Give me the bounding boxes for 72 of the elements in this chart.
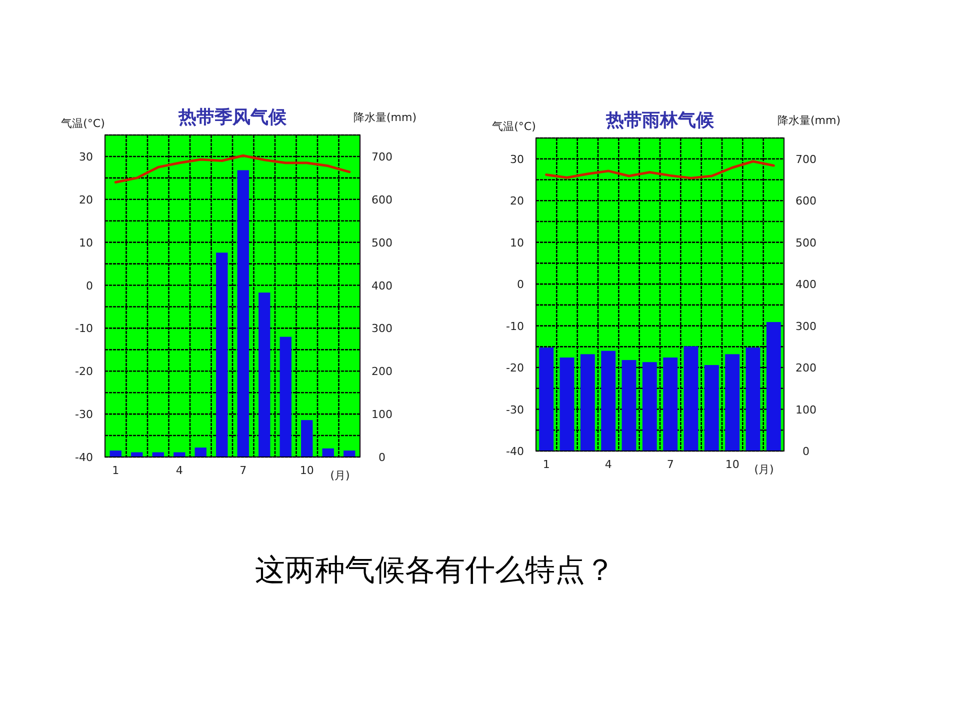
x-tick-label: 7 <box>666 458 674 471</box>
y2-tick-label: 700 <box>372 150 392 164</box>
chart-title: 热带季风气候 <box>178 107 288 128</box>
y2-tick-label: 300 <box>372 322 392 336</box>
bar <box>322 448 334 457</box>
x-tick-label: 1 <box>542 458 550 471</box>
y-tick-label: -40 <box>506 445 524 458</box>
y2-tick-label: 100 <box>372 408 392 422</box>
x-axis-title: (月) <box>754 463 774 476</box>
bar <box>704 365 719 451</box>
y-tick-label: -10 <box>506 320 524 333</box>
x-tick-label: 7 <box>240 464 247 477</box>
y-tick-label: -30 <box>506 403 524 416</box>
y2-axis-title: 降水量(mm) <box>353 111 417 124</box>
bar <box>194 448 206 457</box>
x-tick-label: 4 <box>176 464 183 477</box>
bar <box>766 322 781 451</box>
x-tick-label: 10 <box>300 464 314 477</box>
x-tick-label: 10 <box>725 458 740 471</box>
y-tick-label: 30 <box>510 152 524 166</box>
bar <box>301 420 313 457</box>
y-tick-label: -40 <box>75 451 93 464</box>
bar <box>601 350 616 451</box>
bar <box>539 348 554 451</box>
y2-tick-label: 300 <box>796 320 816 333</box>
bar <box>110 450 122 457</box>
y2-tick-label: 600 <box>796 194 816 208</box>
y2-tick-label: 200 <box>796 362 816 375</box>
y-tick-label: 0 <box>86 279 93 292</box>
x-tick-label: 1 <box>112 464 120 477</box>
y2-axis-title: 降水量(mm) <box>777 114 841 127</box>
y-axis-title: 气温(°C) <box>61 117 105 130</box>
bar <box>344 450 356 457</box>
line-series <box>114 154 351 184</box>
y-tick-label: 0 <box>517 278 524 292</box>
y-tick-label: -20 <box>506 362 524 375</box>
y2-tick-label: 0 <box>378 451 386 464</box>
y-tick-label: -10 <box>75 322 93 336</box>
y-tick-label: 20 <box>79 193 93 206</box>
x-axis-title: (月) <box>330 469 350 482</box>
y-tick-label: 10 <box>510 236 524 250</box>
y2-tick-label: 500 <box>796 236 816 250</box>
y2-tick-label: 100 <box>796 403 816 416</box>
y2-tick-label: 200 <box>372 365 392 378</box>
text: 这两种气候各有什么特点？ <box>255 553 615 588</box>
bar <box>258 292 270 457</box>
y-tick-label: 10 <box>79 236 93 250</box>
bar <box>622 360 636 451</box>
y-tick-label: 30 <box>79 150 93 164</box>
y2-tick-label: 700 <box>796 152 816 166</box>
bar <box>746 348 760 451</box>
bar <box>725 354 740 451</box>
bar <box>216 252 228 457</box>
y-tick-label: -30 <box>75 408 93 422</box>
bar <box>560 358 574 451</box>
y2-tick-label: 400 <box>372 279 392 292</box>
bar <box>663 358 678 451</box>
y-tick-label: -20 <box>75 365 93 378</box>
bar <box>642 362 657 451</box>
y-tick-label: 20 <box>510 194 524 208</box>
y-axis-title: 气温(°C) <box>492 120 536 133</box>
bar <box>237 170 249 457</box>
bar <box>684 346 698 451</box>
chart-title: 热带雨林气候 <box>605 110 715 131</box>
y2-tick-label: 500 <box>372 236 392 250</box>
bar <box>280 336 292 457</box>
y2-tick-label: 0 <box>802 445 810 458</box>
line-series <box>545 160 775 180</box>
y2-tick-label: 600 <box>372 193 392 206</box>
x-tick-label: 4 <box>604 458 612 471</box>
bar <box>580 354 595 451</box>
y2-tick-label: 400 <box>796 278 816 292</box>
